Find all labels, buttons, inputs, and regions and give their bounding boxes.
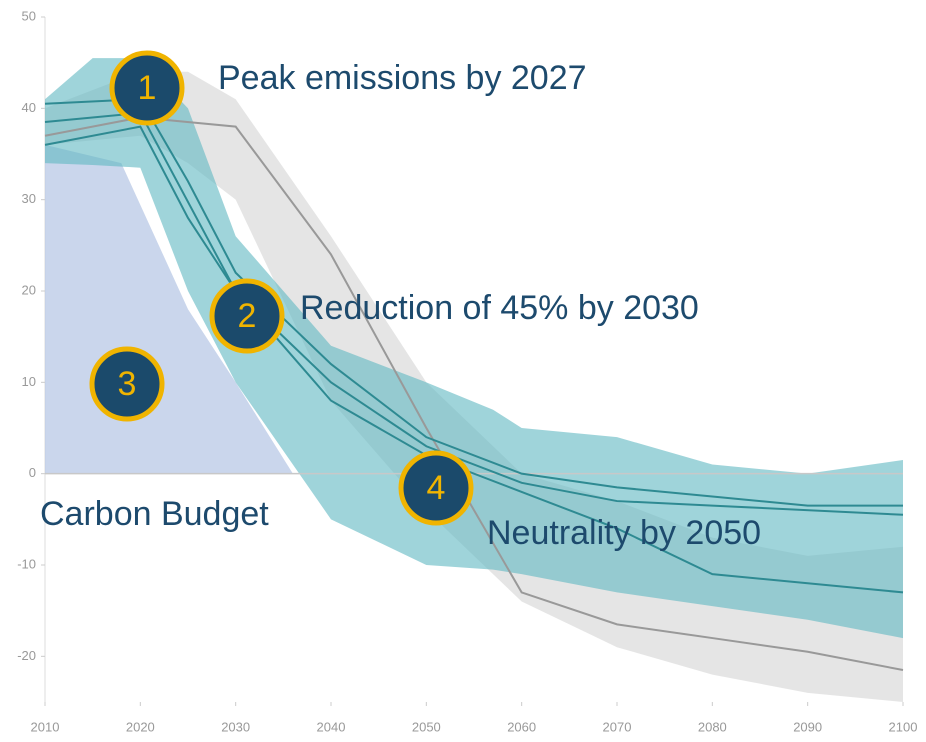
y-tick-label: -10 bbox=[17, 556, 36, 571]
annotation-text: Reduction of 45% by 2030 bbox=[300, 289, 699, 327]
range-band bbox=[45, 58, 903, 639]
x-tick-label: 2080 bbox=[698, 719, 727, 734]
y-tick-label: 0 bbox=[29, 465, 36, 480]
annotation-number: 4 bbox=[427, 469, 446, 507]
annotation-marker bbox=[109, 50, 185, 126]
y-tick-label: 20 bbox=[22, 282, 36, 297]
series-line bbox=[44, 98, 903, 507]
series-line bbox=[44, 116, 904, 672]
annotation-marker bbox=[89, 346, 165, 422]
annotation-number: 2 bbox=[238, 297, 257, 335]
y-tick-label: 50 bbox=[22, 8, 36, 23]
x-tick-label: 2060 bbox=[507, 719, 536, 734]
x-tick-label: 2040 bbox=[317, 719, 346, 734]
x-tick-label: 2030 bbox=[221, 719, 250, 734]
series-line bbox=[44, 111, 904, 516]
y-tick-label: -20 bbox=[17, 648, 36, 663]
annotation-text: Carbon Budget bbox=[40, 495, 269, 533]
y-tick-label: 40 bbox=[22, 100, 36, 115]
y-tick-label: 30 bbox=[22, 191, 36, 206]
annotation-marker bbox=[209, 278, 285, 354]
annotation-text: Peak emissions by 2027 bbox=[218, 59, 587, 97]
x-tick-label: 2050 bbox=[412, 719, 441, 734]
x-tick-label: 2070 bbox=[603, 719, 632, 734]
annotation-marker bbox=[398, 450, 474, 526]
x-tick-label: 2100 bbox=[889, 719, 918, 734]
x-tick-label: 2090 bbox=[793, 719, 822, 734]
x-tick-label: 2010 bbox=[31, 719, 60, 734]
annotation-number: 1 bbox=[138, 69, 157, 107]
y-tick-label: 10 bbox=[22, 374, 36, 389]
x-tick-label: 2020 bbox=[126, 719, 155, 734]
annotation-text: Neutrality by 2050 bbox=[487, 514, 761, 552]
annotation-number: 3 bbox=[118, 365, 137, 403]
